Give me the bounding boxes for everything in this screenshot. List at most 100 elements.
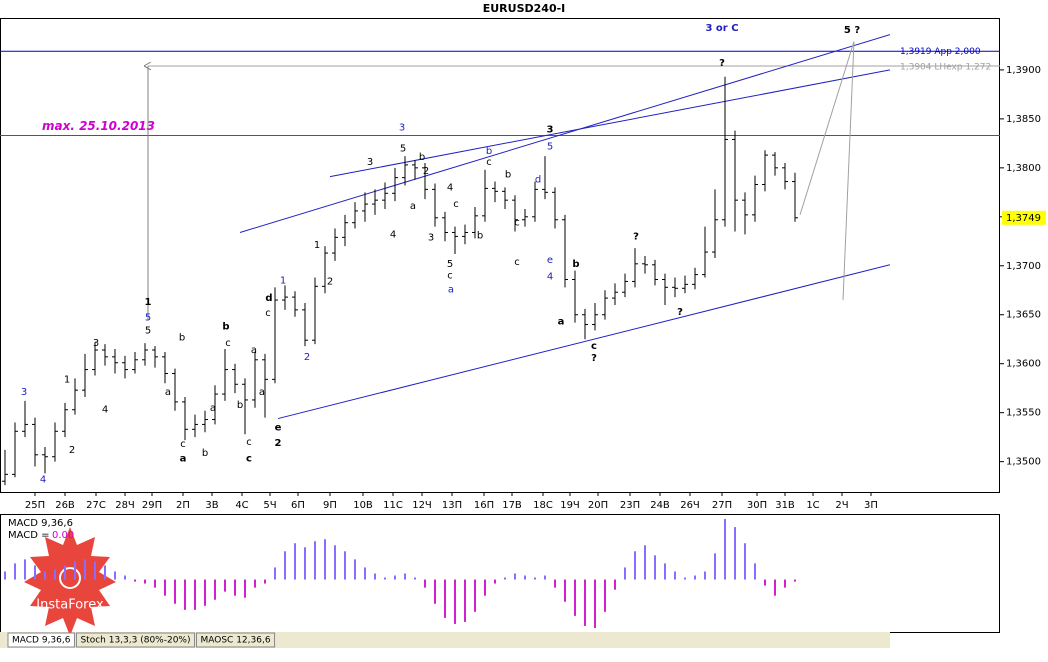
ohlc-bar bbox=[292, 291, 298, 317]
wave-label: b bbox=[572, 259, 579, 270]
ohlc-bar bbox=[122, 355, 128, 379]
wave-label: a bbox=[165, 387, 171, 398]
y-tick-label: 1,3700 bbox=[1006, 261, 1041, 272]
wave-label: a bbox=[558, 317, 565, 328]
ohlc-bar bbox=[432, 183, 438, 227]
wave-label: c bbox=[246, 437, 252, 448]
ohlc-bar bbox=[192, 414, 198, 438]
y-tick-label: 1,3650 bbox=[1006, 310, 1041, 321]
x-tick-label: 1С bbox=[806, 500, 819, 511]
wave-label: 5 bbox=[145, 325, 151, 336]
x-tick-label: 26В bbox=[55, 500, 75, 511]
ohlc-bar bbox=[272, 287, 278, 384]
wave-label: 3 bbox=[399, 123, 405, 134]
ohlc-bar bbox=[322, 246, 328, 294]
ohlc-bar bbox=[612, 283, 618, 305]
wave-label: c bbox=[453, 199, 459, 210]
macd-value: 0.00 bbox=[52, 530, 74, 541]
ohlc-bar bbox=[492, 181, 498, 203]
ohlc-bar bbox=[702, 226, 708, 278]
ohlc-bar bbox=[662, 273, 668, 305]
tab-label: MACD 9,36,6 bbox=[12, 636, 71, 646]
ohlc-bar bbox=[582, 308, 588, 340]
ohlc-bar bbox=[442, 211, 448, 242]
x-tick-label: 17В bbox=[502, 500, 522, 511]
level-label: max. 25.10.2013 bbox=[42, 119, 155, 133]
x-tick-label: 3В bbox=[205, 500, 218, 511]
x-tick-label: 13П bbox=[442, 500, 462, 511]
trend-line bbox=[799, 41, 855, 301]
x-tick-label: 25П bbox=[25, 500, 45, 511]
wave-label: 2 bbox=[327, 276, 333, 287]
wave-label: 5 bbox=[400, 143, 406, 154]
ohlc-bar bbox=[592, 302, 598, 331]
indicator-tab[interactable]: MACD 9,36,6 bbox=[7, 632, 75, 648]
ohlc-bar bbox=[532, 181, 538, 222]
ohlc-bar bbox=[742, 192, 748, 235]
wave-label: c bbox=[180, 439, 186, 450]
ohlc-bar bbox=[392, 167, 398, 202]
last-price-box bbox=[1002, 210, 1046, 225]
x-tick-label: 30П bbox=[747, 500, 767, 511]
x-tick-label: 23П bbox=[620, 500, 640, 511]
wave-label: c bbox=[265, 308, 271, 319]
ohlc-bar bbox=[502, 187, 508, 209]
wave-label: 1 bbox=[314, 240, 320, 251]
indicator-tab[interactable]: Stoch 13,3,3 (80%-20%) bbox=[75, 632, 195, 648]
ohlc-bar bbox=[172, 368, 178, 411]
ohlc-bar bbox=[672, 277, 678, 298]
wave-label: d bbox=[535, 175, 541, 186]
ohlc-bar bbox=[542, 156, 548, 200]
ohlc-bar bbox=[632, 248, 638, 288]
ohlc-bar bbox=[222, 349, 228, 401]
ohlc-bar bbox=[402, 156, 408, 186]
wave-label: ? bbox=[677, 307, 683, 318]
x-tick-label: 12Ч bbox=[412, 500, 432, 511]
ohlc-bar bbox=[562, 214, 568, 288]
ohlc-bar bbox=[512, 195, 518, 232]
x-tick-label: 5Ч bbox=[263, 500, 276, 511]
wave-label: a bbox=[180, 454, 187, 465]
logo-starburst bbox=[24, 527, 116, 636]
ohlc-bar bbox=[752, 175, 758, 222]
x-tick-label: 20П bbox=[588, 500, 608, 511]
ohlc-bar bbox=[552, 187, 558, 229]
ohlc-bar bbox=[722, 76, 728, 227]
x-tick-label: 28Ч bbox=[115, 500, 135, 511]
y-tick-label: 1,3600 bbox=[1006, 359, 1041, 370]
wave-label: b bbox=[486, 146, 492, 157]
wave-label: ? bbox=[633, 231, 639, 242]
ohlc-bar bbox=[522, 208, 528, 227]
ohlc-bar bbox=[642, 255, 648, 274]
wave-label: e bbox=[275, 422, 282, 433]
wave-label: 4 bbox=[547, 272, 553, 283]
trend-line bbox=[277, 264, 891, 420]
ohlc-bar bbox=[102, 344, 108, 366]
ohlc-bar bbox=[352, 202, 358, 229]
y-tick-label: 1,3850 bbox=[1006, 114, 1041, 125]
x-tick-label: 4С bbox=[235, 500, 248, 511]
wave-label: 4 bbox=[102, 405, 108, 416]
ohlc-bar bbox=[2, 449, 8, 486]
ohlc-bar bbox=[242, 378, 248, 435]
wave-label: b bbox=[505, 170, 511, 181]
wave-label: 2 bbox=[304, 352, 310, 363]
wave-label: c bbox=[246, 454, 252, 465]
ohlc-bar bbox=[92, 342, 98, 376]
ohlc-bar bbox=[712, 189, 718, 258]
trend-line bbox=[329, 69, 891, 178]
last-price-label: 1,3749 bbox=[1006, 213, 1041, 224]
y-tick-label: 1,3500 bbox=[1006, 457, 1041, 468]
wave-label: 5 bbox=[447, 259, 453, 270]
ohlc-bar bbox=[82, 353, 88, 398]
ohlc-bar bbox=[62, 402, 68, 438]
indicator-tab[interactable]: MAOSC 12,36,6 bbox=[196, 632, 276, 648]
y-tick-label: 1,3550 bbox=[1006, 408, 1041, 419]
trend-line bbox=[239, 34, 891, 233]
wave-label: 3 or C bbox=[705, 23, 738, 34]
wave-label: 4 bbox=[447, 182, 453, 193]
ohlc-bar bbox=[52, 422, 58, 462]
wave-label: a bbox=[210, 403, 216, 414]
